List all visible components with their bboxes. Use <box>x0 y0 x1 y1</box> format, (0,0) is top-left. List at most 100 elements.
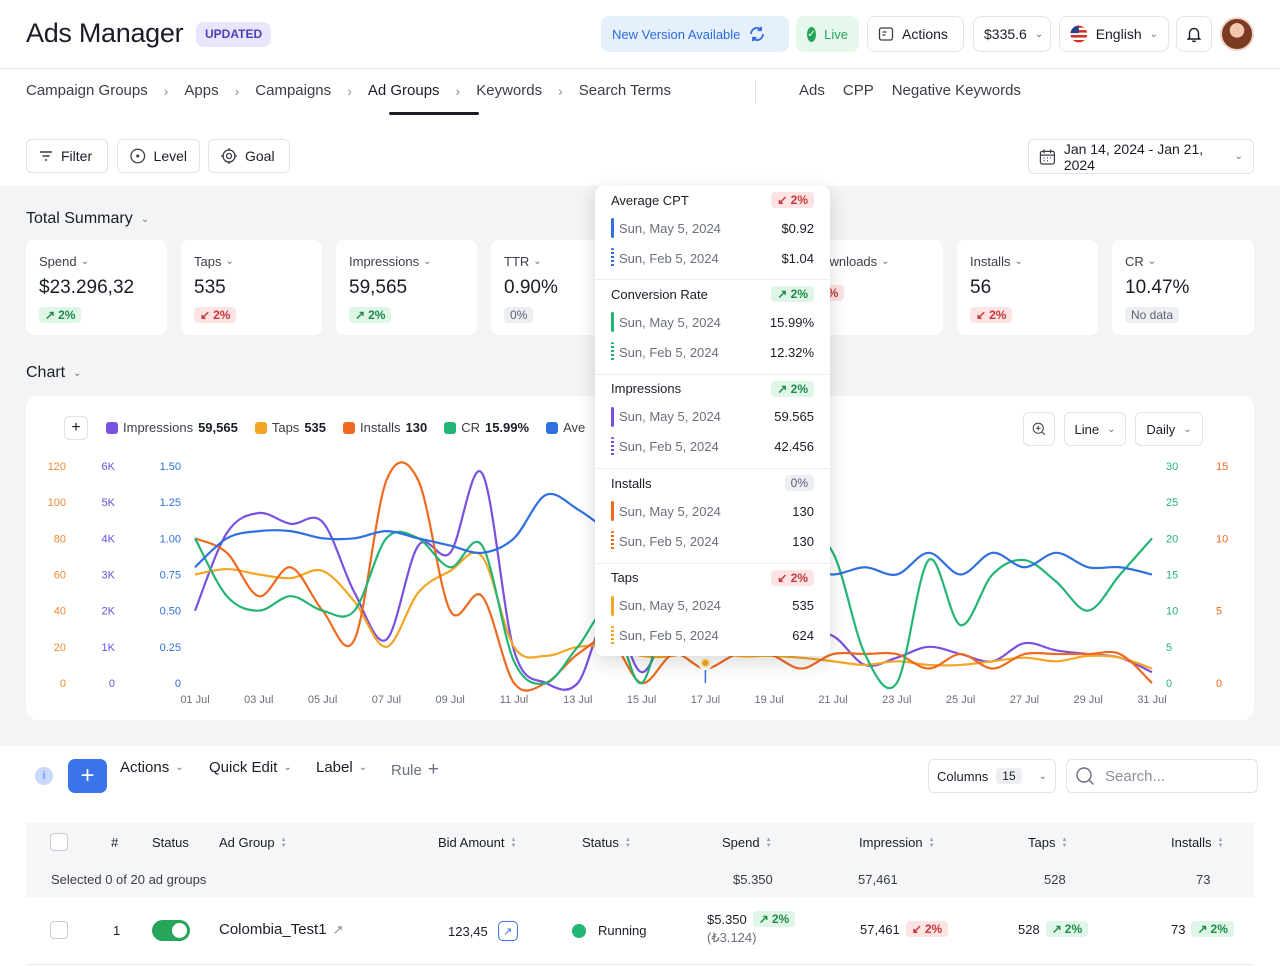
column-header-spend[interactable]: Spend ▲ ▼ <box>722 835 772 850</box>
series-swatch <box>611 312 614 333</box>
nav-ads[interactable]: Ads <box>799 82 825 99</box>
chart-type-value: Line <box>1074 421 1100 437</box>
summary-card-impressions[interactable]: Impressions ⌄ 59,565 ↗ 2% <box>336 240 477 335</box>
select-all-checkbox[interactable] <box>50 833 68 851</box>
x-tick-label: 23 Jul <box>882 694 911 706</box>
column-header-run-status[interactable]: Status ▲ ▼ <box>582 835 631 850</box>
x-tick-label: 05 Jul <box>308 694 337 706</box>
date-range-picker[interactable]: Jan 14, 2024 - Jan 21, 2024 ⌄ <box>1028 139 1254 174</box>
active-tab-indicator <box>389 112 479 115</box>
chart-toggle[interactable]: Chart ⌄ <box>26 364 82 382</box>
tooltip-row: Sun, May 5, 2024 535 <box>611 591 814 621</box>
tooltip-metric-title: Impressions <box>611 381 682 397</box>
change-badge: ↗ 2% <box>1045 921 1089 937</box>
y-tick-label: 0 <box>175 678 181 690</box>
legend-label: Taps <box>271 420 300 435</box>
column-header-taps[interactable]: Taps ▲ ▼ <box>1028 835 1068 850</box>
label-dropdown[interactable]: Label ⌄ <box>316 759 367 776</box>
table-row[interactable]: 1 Colombia_Test1 ↗ 123,45 ↗ Running $5.350… <box>26 897 1254 965</box>
chart-type-select[interactable]: Line ⌄ <box>1064 412 1126 446</box>
bulk-actions-dropdown[interactable]: Actions ⌄ <box>120 759 184 776</box>
nav-campaign-groups[interactable]: Campaign Groups <box>26 82 148 99</box>
quick-edit-dropdown[interactable]: Quick Edit ⌄ <box>209 759 292 776</box>
balance-dropdown[interactable]: $335.6 ⌄ <box>973 16 1051 52</box>
column-header-impression[interactable]: Impression ▲ ▼ <box>859 835 935 850</box>
summary-card-installs[interactable]: Installs ⌄ 56 ↙ 2% <box>957 240 1098 335</box>
x-tick-label: 11 Jul <box>500 694 529 706</box>
goal-button[interactable]: Goal <box>208 139 290 173</box>
tooltip-value: 624 <box>792 628 814 644</box>
summary-card-spend[interactable]: Spend ⌄ $23.296,32 ↗ 2% <box>26 240 167 335</box>
status-toggle[interactable] <box>152 920 190 941</box>
legend-item-taps[interactable]: Taps 535 <box>254 420 326 435</box>
legend-item-avg-cpt[interactable]: Ave <box>546 420 585 435</box>
avatar[interactable] <box>1220 17 1254 51</box>
chevron-down-icon: ⌄ <box>358 762 368 773</box>
columns-dropdown[interactable]: Columns 15 ⌄ <box>928 759 1056 793</box>
ad-group-name-link[interactable]: Colombia_Test1 ↗ <box>219 921 343 938</box>
legend-item-installs[interactable]: Installs 130 <box>343 420 427 435</box>
column-header-installs[interactable]: Installs ▲ ▼ <box>1171 835 1224 850</box>
arrow-up-right-icon: ↗ <box>1051 922 1062 936</box>
actions-button[interactable]: Actions <box>867 16 964 52</box>
change-badge: ↗ 2% <box>349 307 392 323</box>
tooltip-row: Sun, Feb 5, 2024 130 <box>611 526 814 556</box>
nav-search-terms[interactable]: Search Terms <box>578 82 672 99</box>
nav-campaigns[interactable]: Campaigns <box>255 82 332 99</box>
nav-keywords[interactable]: Keywords <box>476 82 543 99</box>
tooltip-metric-title: Taps <box>611 570 639 586</box>
card-value: 56 <box>970 277 992 298</box>
tooltip-row: Sun, May 5, 2024 $0.92 <box>611 213 814 243</box>
change-badge: No data <box>1125 307 1180 323</box>
column-header-bid-amount[interactable]: Bid Amount ▲ ▼ <box>438 835 517 850</box>
language-dropdown[interactable]: English ⌄ <box>1059 16 1169 52</box>
legend-swatch <box>106 421 118 434</box>
tooltip-metric-title: Installs <box>611 475 652 491</box>
y-tick-label: 5 <box>1216 606 1222 618</box>
nav-ad-groups[interactable]: Ad Groups <box>367 82 440 99</box>
filter-button[interactable]: Filter <box>26 139 108 173</box>
impression-cell: 57,461 ↙ 2% <box>860 921 949 937</box>
nav-negative-keywords[interactable]: Negative Keywords <box>891 82 1021 99</box>
row-checkbox[interactable] <box>50 921 68 939</box>
legend-item-impressions[interactable]: Impressions 59,565 <box>106 420 238 435</box>
sort-icon: ▲ ▼ <box>280 836 287 849</box>
actions-icon <box>878 27 894 41</box>
sort-icon: ▲ ▼ <box>1217 836 1224 849</box>
granularity-select[interactable]: Daily ⌄ <box>1135 412 1203 446</box>
tooltip-row: Sun, Feb 5, 2024 $1.04 <box>611 243 814 273</box>
impression-value: 57,461 <box>860 921 900 937</box>
arrow-up-right-icon: ↗ <box>1197 922 1208 936</box>
search-input[interactable]: Search... <box>1066 759 1258 793</box>
chevron-down-icon: ⌄ <box>423 256 432 267</box>
info-icon[interactable]: i <box>35 767 53 785</box>
legend-item-cr[interactable]: CR 15.99% <box>444 420 529 435</box>
total-summary-toggle[interactable]: Total Summary ⌄ <box>26 210 149 228</box>
new-version-button[interactable]: New Version Available <box>601 16 789 52</box>
y-tick-label: 2K <box>102 606 116 618</box>
zoom-button[interactable] <box>1023 412 1055 446</box>
tooltip-date: Sun, Feb 5, 2024 <box>619 344 719 360</box>
add-ad-group-button[interactable]: + <box>68 759 107 793</box>
notifications-button[interactable] <box>1176 16 1212 52</box>
x-tick-label: 19 Jul <box>755 694 784 706</box>
nav-cpp[interactable]: CPP <box>842 82 874 99</box>
summary-card-taps[interactable]: Taps ⌄ 535 ↙ 2% <box>181 240 322 335</box>
tooltip-metric-header: Conversion Rate ↗ 2% <box>611 286 814 303</box>
rule-button[interactable]: Rule + <box>391 759 439 781</box>
column-header-ad-group[interactable]: Ad Group ▲ ▼ <box>219 835 287 850</box>
bulk-actions-label: Actions <box>120 759 170 776</box>
y-tick-label: 5K <box>102 497 116 509</box>
zoom-in-icon <box>1032 422 1046 436</box>
x-tick-label: 13 Jul <box>563 694 592 706</box>
level-button[interactable]: Level <box>117 139 200 173</box>
add-metric-button[interactable]: + <box>64 416 88 440</box>
y-tick-label: 0 <box>1216 678 1222 690</box>
edit-bid-icon[interactable]: ↗ <box>497 921 518 941</box>
nav-apps[interactable]: Apps <box>184 82 219 99</box>
chevron-right-icon: › <box>558 82 563 99</box>
arrow-down-left-icon: ↙ <box>976 308 987 322</box>
summary-card-cr[interactable]: CR ⌄ 10.47% No data <box>1112 240 1254 335</box>
y-tick-label: 1.50 <box>160 461 181 473</box>
arrow-down-left-icon: ↙ <box>911 922 922 936</box>
